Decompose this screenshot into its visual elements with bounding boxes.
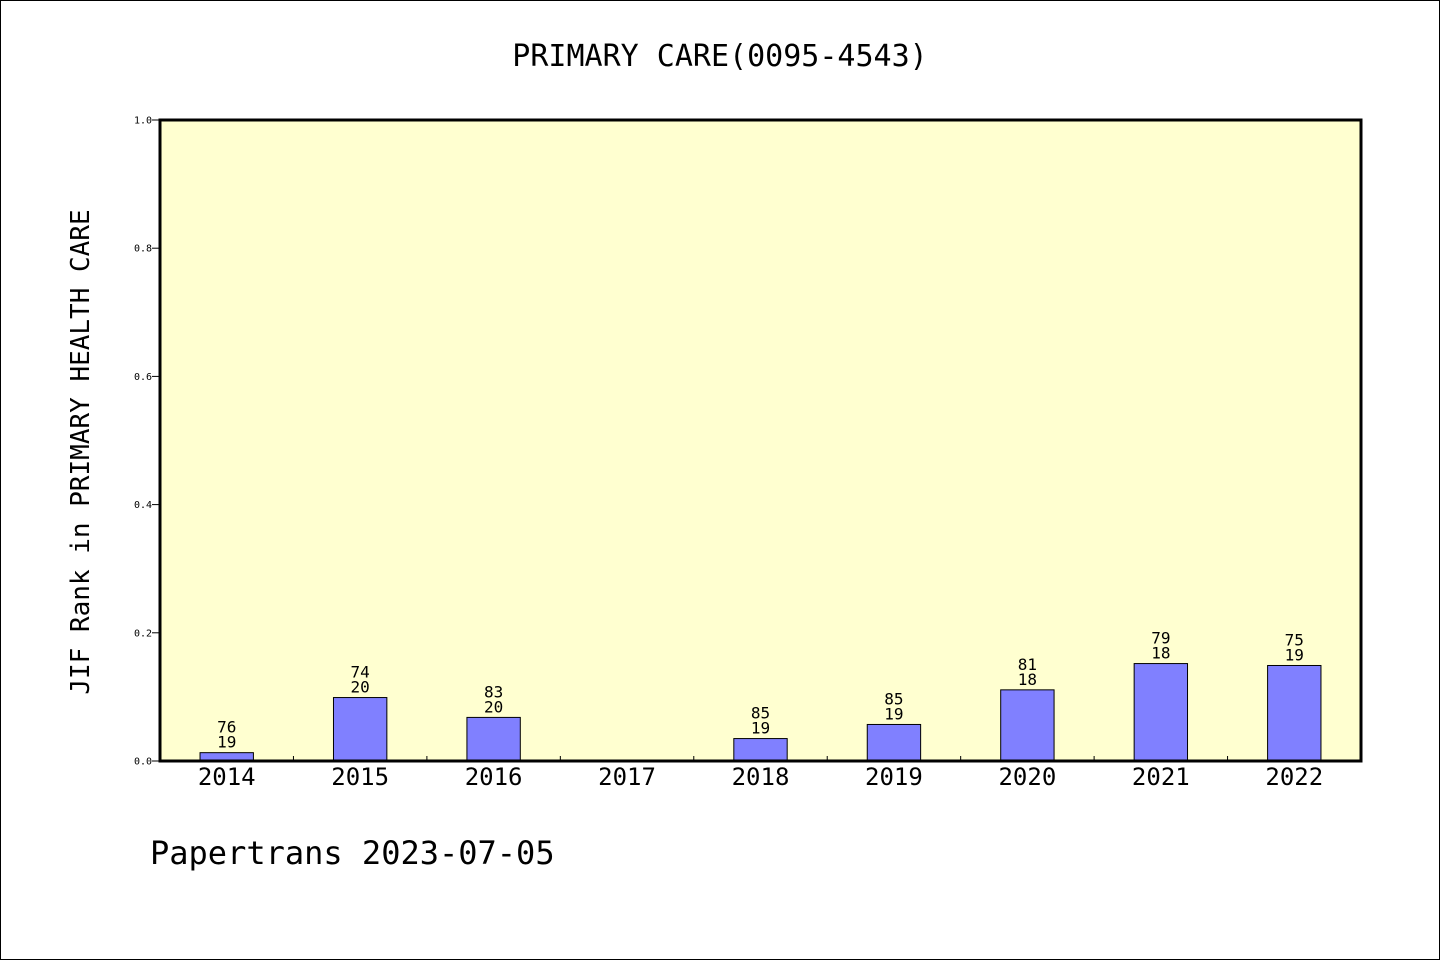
data-label-bottom: 19: [1285, 645, 1304, 664]
data-label-bottom: 18: [1151, 644, 1170, 663]
bar: [1267, 664, 1322, 762]
bar: [866, 723, 922, 762]
x-tick-label: 2020: [998, 763, 1056, 791]
bar: [733, 738, 788, 762]
data-label-bottom: 18: [1018, 670, 1037, 689]
y-tick-label: 0.0: [134, 757, 152, 768]
footer-credit: Papertrans 2023-07-05: [150, 834, 555, 872]
data-label-top: 85: [751, 704, 770, 723]
y-tick-label: 0.4: [134, 500, 152, 511]
data-label-bottom: 20: [351, 678, 370, 697]
bar: [1000, 689, 1055, 762]
bar: [332, 697, 388, 762]
y-axis: 0.0 0.2 0.4 0.6 0.8 1.0: [134, 116, 160, 768]
data-label-bottom: 20: [484, 697, 503, 716]
plot-border: [158, 118, 1363, 763]
x-tick-label: 2014: [198, 763, 256, 791]
x-tick-label: 2015: [331, 763, 389, 791]
chart-title: PRIMARY CARE(0095-4543): [512, 39, 927, 74]
y-tick-label: 0.6: [134, 372, 152, 383]
x-tick-label: 2021: [1132, 763, 1190, 791]
data-label-top: 85: [884, 689, 903, 708]
data-label-top: 74: [351, 663, 370, 682]
bar: [466, 716, 521, 762]
data-label-top: 76: [217, 718, 236, 737]
x-tick-label: 2018: [732, 763, 790, 791]
x-tick-label: 2019: [865, 763, 923, 791]
x-tick-label: 2017: [598, 763, 656, 791]
x-axis: 2014 2015 2016 2017 2018 2019 2020 2021 2022: [198, 756, 1323, 791]
data-label-top: 75: [1285, 630, 1304, 649]
data-label-top: 83: [484, 682, 503, 701]
x-tick-label: 2022: [1265, 763, 1323, 791]
plot-area: [160, 120, 1361, 761]
data-label-top: 79: [1151, 629, 1170, 648]
x-tick-label: 2016: [465, 763, 523, 791]
y-tick-label: 0.8: [134, 244, 152, 255]
bar: [1133, 663, 1189, 762]
data-label-bottom: 19: [217, 733, 236, 752]
data-label-bottom: 19: [884, 704, 903, 723]
y-axis-label: JIF Rank in PRIMARY HEALTH CARE: [66, 209, 96, 694]
y-tick-label: 0.2: [134, 628, 152, 639]
data-label-top: 81: [1018, 655, 1037, 674]
y-tick-label: 1.0: [134, 116, 152, 127]
data-label-bottom: 19: [751, 719, 770, 738]
